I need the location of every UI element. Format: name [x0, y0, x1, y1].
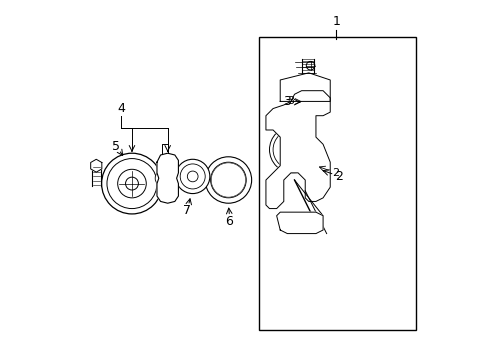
Text: 2: 2 — [335, 170, 343, 183]
Circle shape — [155, 169, 173, 187]
Circle shape — [269, 126, 315, 173]
Circle shape — [102, 153, 162, 214]
Text: 4: 4 — [117, 102, 125, 115]
Circle shape — [205, 157, 251, 203]
Bar — [258, 37, 415, 330]
Polygon shape — [276, 212, 323, 234]
Text: 1: 1 — [332, 15, 340, 28]
Text: 3: 3 — [283, 95, 290, 108]
Circle shape — [125, 177, 138, 190]
Polygon shape — [265, 91, 329, 208]
Circle shape — [107, 158, 157, 208]
Circle shape — [180, 164, 205, 189]
Text: 3: 3 — [287, 96, 294, 107]
Circle shape — [187, 171, 198, 182]
Circle shape — [216, 167, 241, 193]
Circle shape — [175, 159, 209, 194]
Text: 2: 2 — [331, 168, 339, 178]
Text: 7: 7 — [183, 204, 191, 217]
Circle shape — [217, 169, 239, 191]
Polygon shape — [280, 73, 329, 102]
Polygon shape — [90, 159, 102, 172]
Circle shape — [272, 130, 312, 169]
Text: 6: 6 — [225, 215, 233, 228]
Circle shape — [223, 175, 233, 185]
Circle shape — [210, 162, 246, 198]
Text: 5: 5 — [112, 140, 120, 153]
Circle shape — [283, 141, 301, 158]
Circle shape — [160, 174, 168, 183]
Polygon shape — [157, 153, 178, 203]
Circle shape — [213, 165, 243, 195]
Circle shape — [211, 163, 245, 197]
Circle shape — [118, 169, 146, 198]
Circle shape — [303, 98, 310, 105]
Circle shape — [305, 62, 314, 70]
